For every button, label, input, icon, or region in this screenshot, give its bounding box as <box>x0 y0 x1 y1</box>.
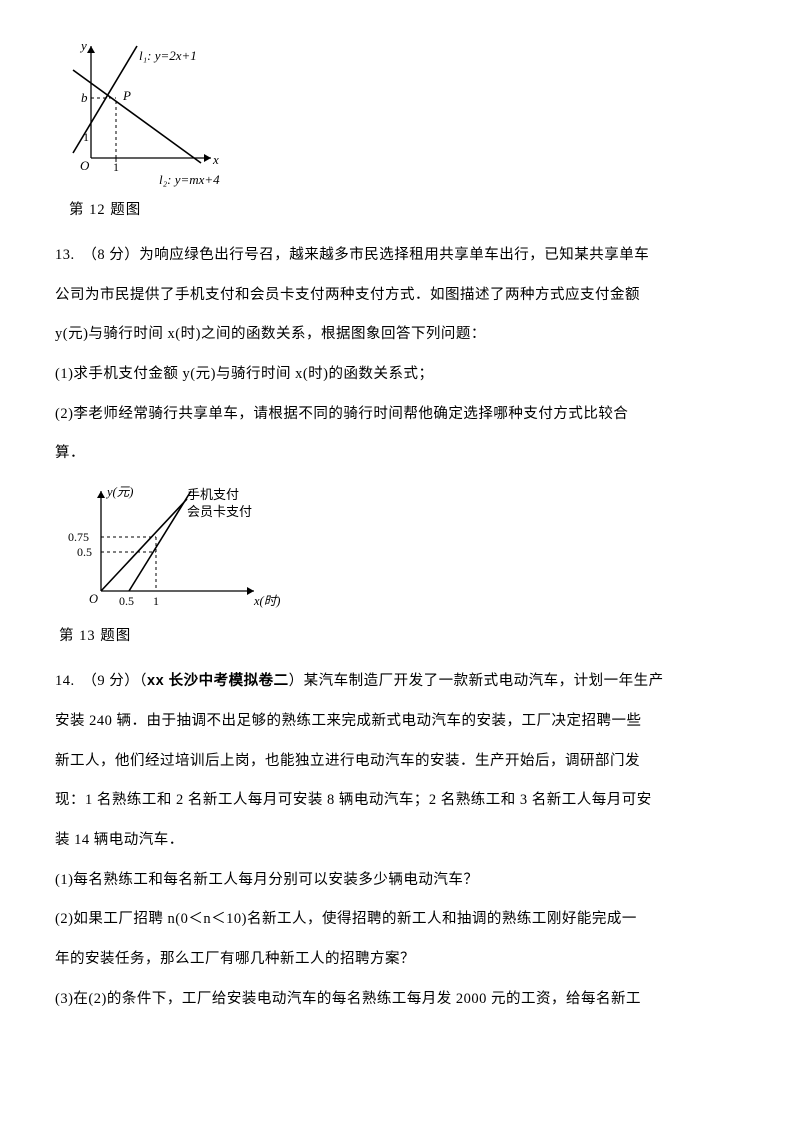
q14-line1c: ）某汽车制造厂开发了一款新式电动汽车，计划一年生产 <box>289 673 664 689</box>
fig13-xt2: 1 <box>153 594 159 608</box>
q14-line3: 新工人，他们经过培训后上岗，也能独立进行电动汽车的安装．生产开始后，调研部门发 <box>55 743 745 781</box>
figure-12-svg: y x O P b 1 1 l₁: y=2x+1 l₂: y=mx+4 <box>61 38 261 188</box>
q14-line7: (2)如果工厂招聘 n(0＜n＜10)名新工人，使得招聘的新工人和抽调的熟练工刚… <box>55 901 745 939</box>
q13-line3: y(元)与骑行时间 x(时)之间的函数关系，根据图象回答下列问题： <box>55 316 745 354</box>
q14-line5: 装 14 辆电动汽车． <box>55 822 745 860</box>
q14-line4: 现：1 名熟练工和 2 名新工人每月可安装 8 辆电动汽车；2 名熟练工和 3 … <box>55 782 745 820</box>
figure-13: y(元) x(时) O 0.75 0.5 0.5 1 手机支付 会员卡支付 第 … <box>59 479 745 645</box>
q14-line2: 安装 240 辆．由于抽调不出足够的熟练工来完成新式电动汽车的安装，工厂决定招聘… <box>55 703 745 741</box>
figure-13-caption: 第 13 题图 <box>59 624 745 645</box>
point-p-label: P <box>122 88 131 103</box>
q13-line2: 公司为市民提供了手机支付和会员卡支付两种支付方式．如图描述了两种方式应支付金额 <box>55 277 745 315</box>
q13-line5: (2)李老师经常骑行共享单车，请根据不同的骑行时间帮他确定选择哪种支付方式比较合 <box>55 396 745 434</box>
figure-12: y x O P b 1 1 l₁: y=2x+1 l₂: y=mx+4 第 12… <box>61 38 745 219</box>
fig13-origin: O <box>89 592 98 606</box>
q14-line9: (3)在(2)的条件下，工厂给安装电动汽车的每名熟练工每月发 2000 元的工资… <box>55 981 745 1019</box>
q14-line6: (1)每名熟练工和每名新工人每月分别可以安装多少辆电动汽车？ <box>55 862 745 900</box>
q14-line1: 14. （9 分）（xx 长沙中考模拟卷二）某汽车制造厂开发了一款新式电动汽车，… <box>55 663 745 701</box>
q13-line4: (1)求手机支付金额 y(元)与骑行时间 x(时)的函数关系式； <box>55 356 745 394</box>
figure-13-svg: y(元) x(时) O 0.75 0.5 0.5 1 手机支付 会员卡支付 <box>59 479 289 614</box>
x-one-label: 1 <box>113 160 119 174</box>
fig13-yt2: 0.5 <box>77 545 92 559</box>
q14-line1a: 14. （9 分）（ <box>55 673 147 689</box>
axis-x-label: x <box>212 152 219 167</box>
fig13-yt1: 0.75 <box>68 530 89 544</box>
fig13-xt1: 0.5 <box>119 594 134 608</box>
fig13-xlabel: x(时) <box>253 594 280 608</box>
l2-label: l₂: y=mx+4 <box>159 172 220 187</box>
axis-y-label: y <box>79 38 87 53</box>
figure-12-caption: 第 12 题图 <box>69 198 745 219</box>
fig13-ylabel: y(元) <box>105 485 133 499</box>
y-one-label: 1 <box>83 130 89 144</box>
origin-label: O <box>80 158 90 173</box>
q13-line6: 算． <box>55 435 745 473</box>
b-label: b <box>81 90 88 105</box>
q14-line8: 年的安装任务，那么工厂有哪几种新工人的招聘方案？ <box>55 941 745 979</box>
fig13-legend1: 手机支付 <box>187 487 239 502</box>
l1-label: l₁: y=2x+1 <box>139 48 197 63</box>
q13-line1: 13. （8 分）为响应绿色出行号召，越来越多市民选择租用共享单车出行，已知某共… <box>55 237 745 275</box>
fig13-legend2: 会员卡支付 <box>187 504 252 519</box>
q14-line1b: xx 长沙中考模拟卷二 <box>147 673 289 689</box>
